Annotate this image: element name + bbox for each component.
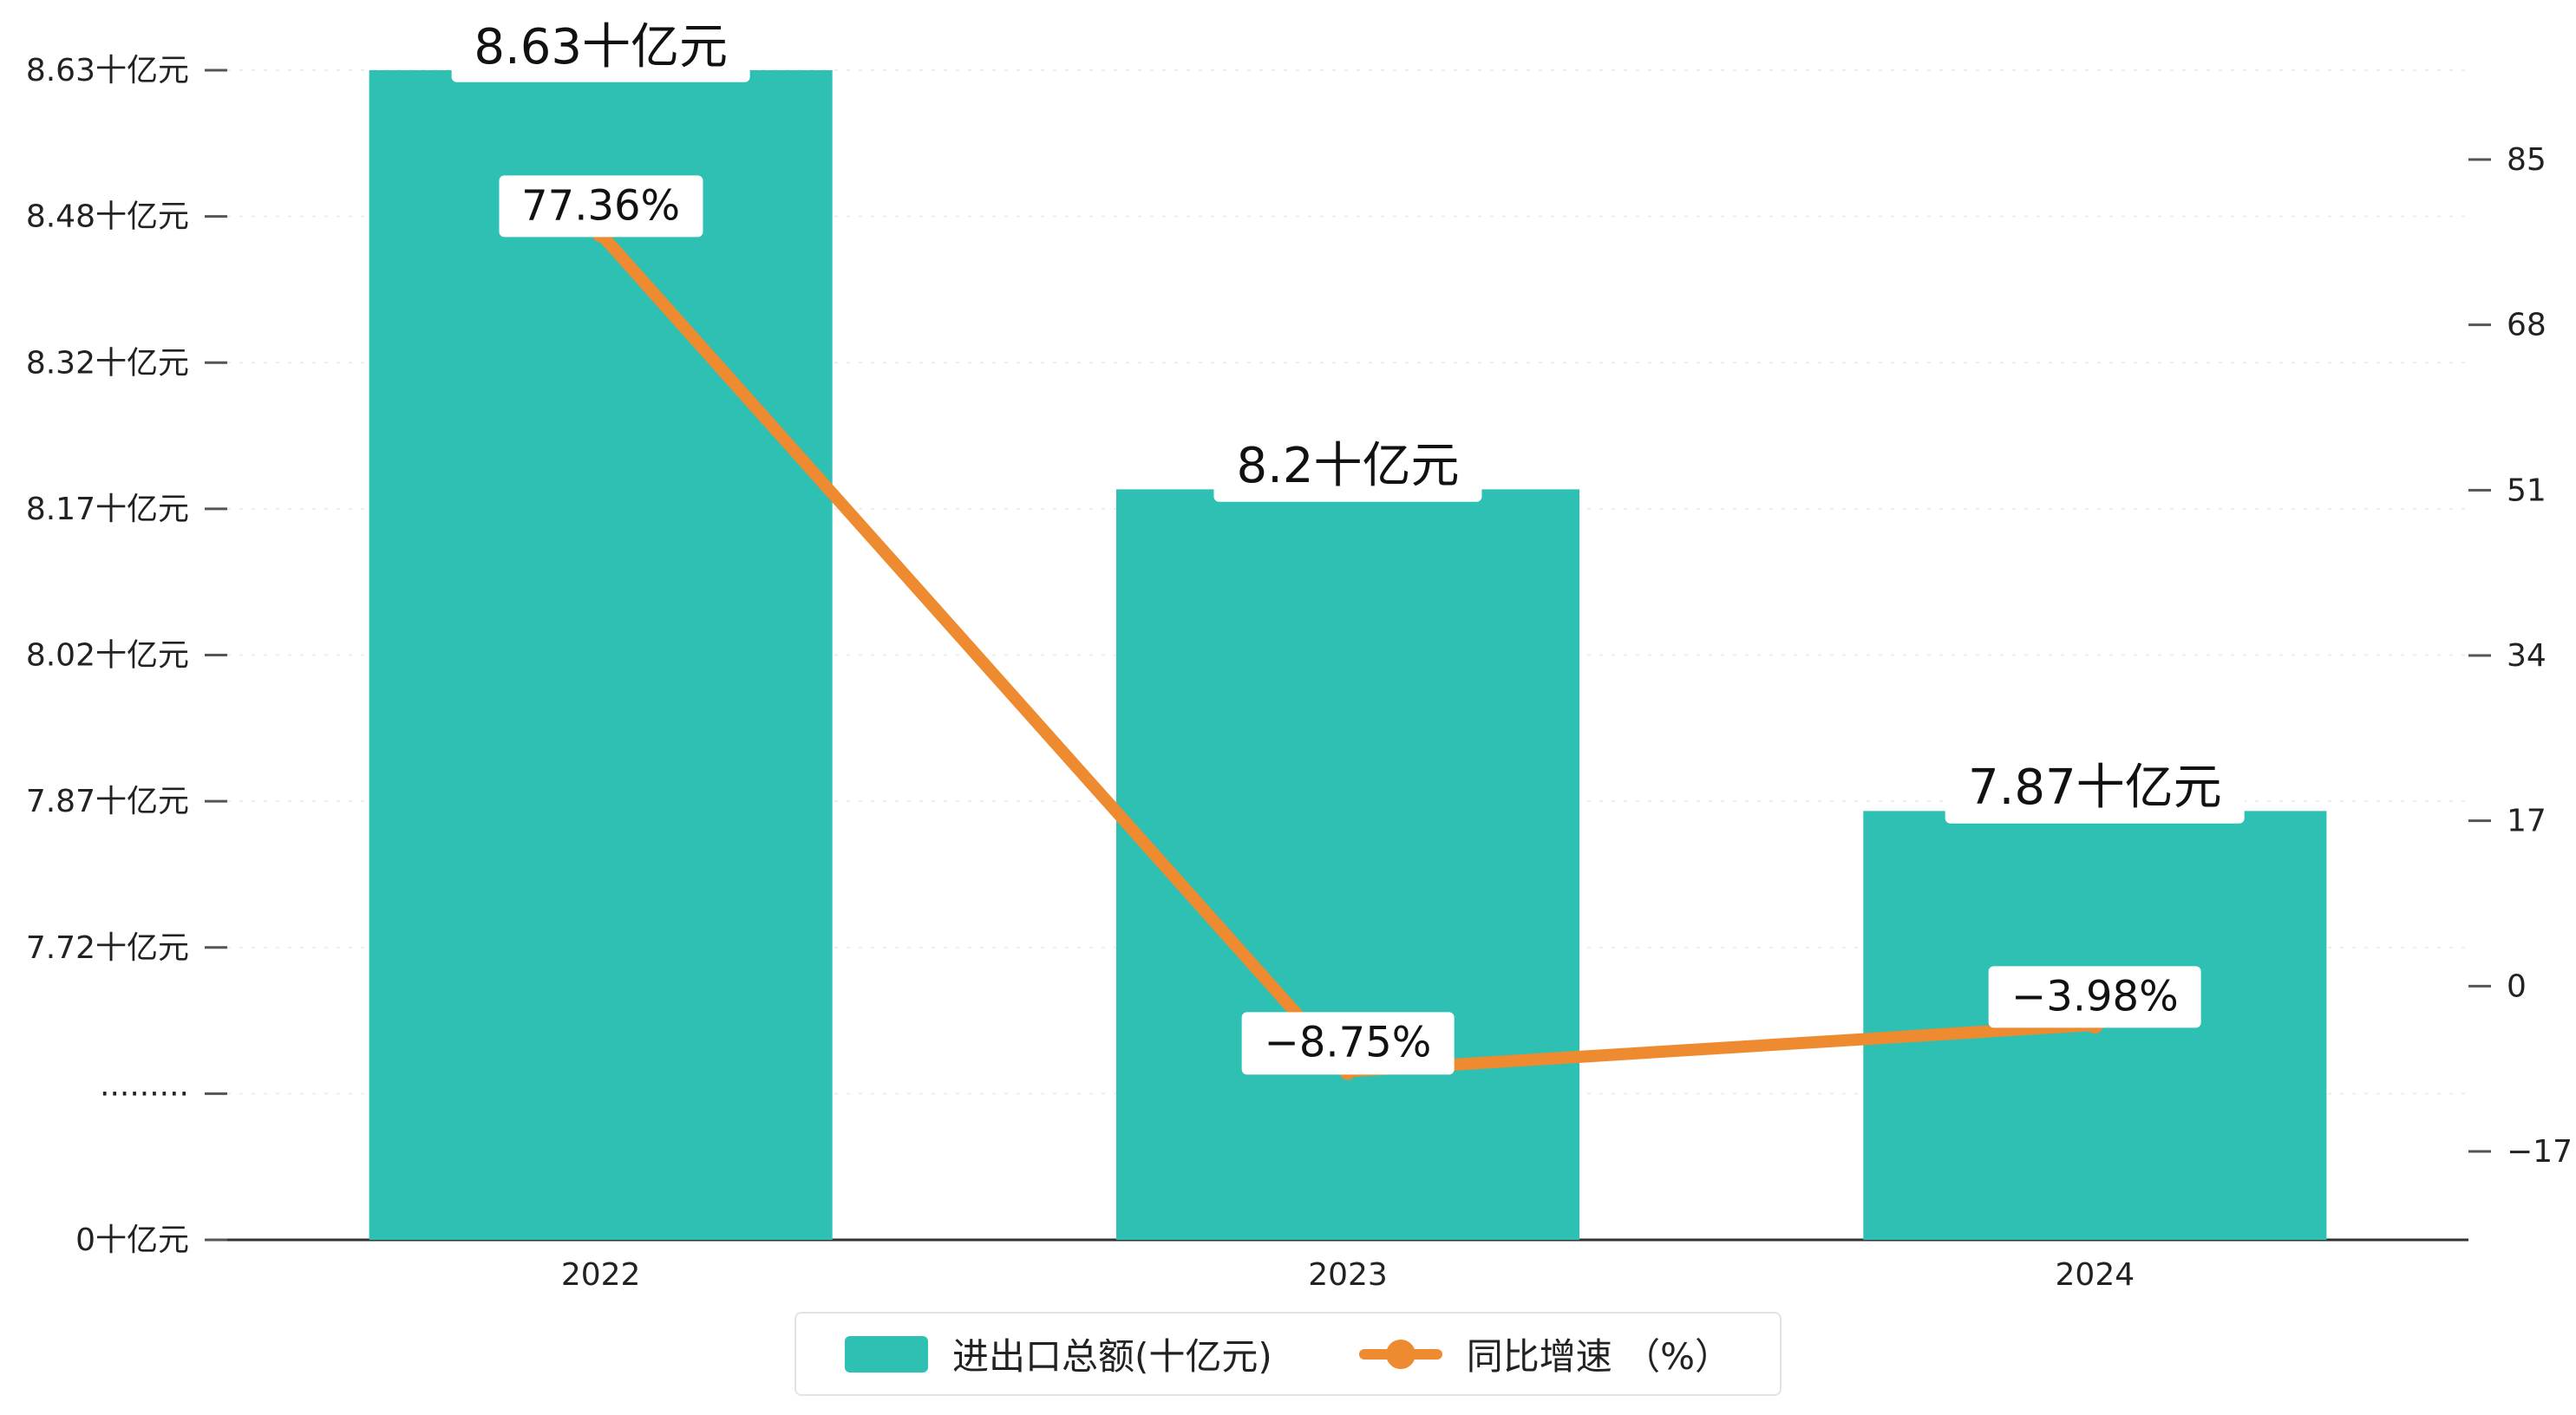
right-axis-label: 0 <box>2507 968 2527 1004</box>
bar-2022[interactable] <box>369 70 833 1240</box>
right-axis-label: 68 <box>2507 308 2547 343</box>
left-axis-label: 0十亿元 <box>75 1223 189 1258</box>
left-axis-label: 7.72十亿元 <box>26 930 189 966</box>
right-axis-label: 34 <box>2507 638 2547 674</box>
right-axis-label: 17 <box>2507 804 2547 839</box>
left-axis-label: 8.63十亿元 <box>26 53 189 88</box>
left-axis-label: 8.17十亿元 <box>26 492 189 527</box>
left-axis-label: ········· <box>100 1076 189 1112</box>
x-axis-label-2024: 2024 <box>2056 1257 2135 1293</box>
line-point-2022[interactable] <box>592 225 610 243</box>
legend-label-line: 同比增速 （%） <box>1466 1335 1732 1378</box>
left-axis-label: 8.48十亿元 <box>26 199 189 235</box>
left-axis-label: 8.32十亿元 <box>26 345 189 381</box>
line-point-2024[interactable] <box>2086 1015 2104 1034</box>
right-axis-label: 51 <box>2507 473 2547 508</box>
right-axis-label: −17 <box>2507 1134 2573 1170</box>
x-axis-label-2022: 2022 <box>561 1257 641 1293</box>
left-axis-label: 8.02十亿元 <box>26 638 189 674</box>
bar-series-swatch <box>844 1335 928 1373</box>
right-axis-label: 85 <box>2507 142 2547 178</box>
line-point-2023[interactable] <box>1339 1062 1357 1080</box>
legend-label-bar: 进出口总额(十亿元) <box>951 1335 1272 1378</box>
x-axis-label-2023: 2023 <box>1308 1257 1388 1293</box>
bar-2023[interactable] <box>1115 489 1580 1240</box>
legend-item-yoy-growth[interactable]: 同比增速 （%） <box>1358 1327 1732 1380</box>
line-marker-dot <box>1385 1339 1415 1369</box>
legend-item-import-export-total[interactable]: 进出口总额(十亿元) <box>844 1327 1272 1380</box>
line-series-marker-icon <box>1358 1336 1442 1373</box>
left-axis-label: 7.87十亿元 <box>26 784 189 819</box>
legend: 进出口总额(十亿元) 同比增速 （%） <box>794 1312 1782 1396</box>
